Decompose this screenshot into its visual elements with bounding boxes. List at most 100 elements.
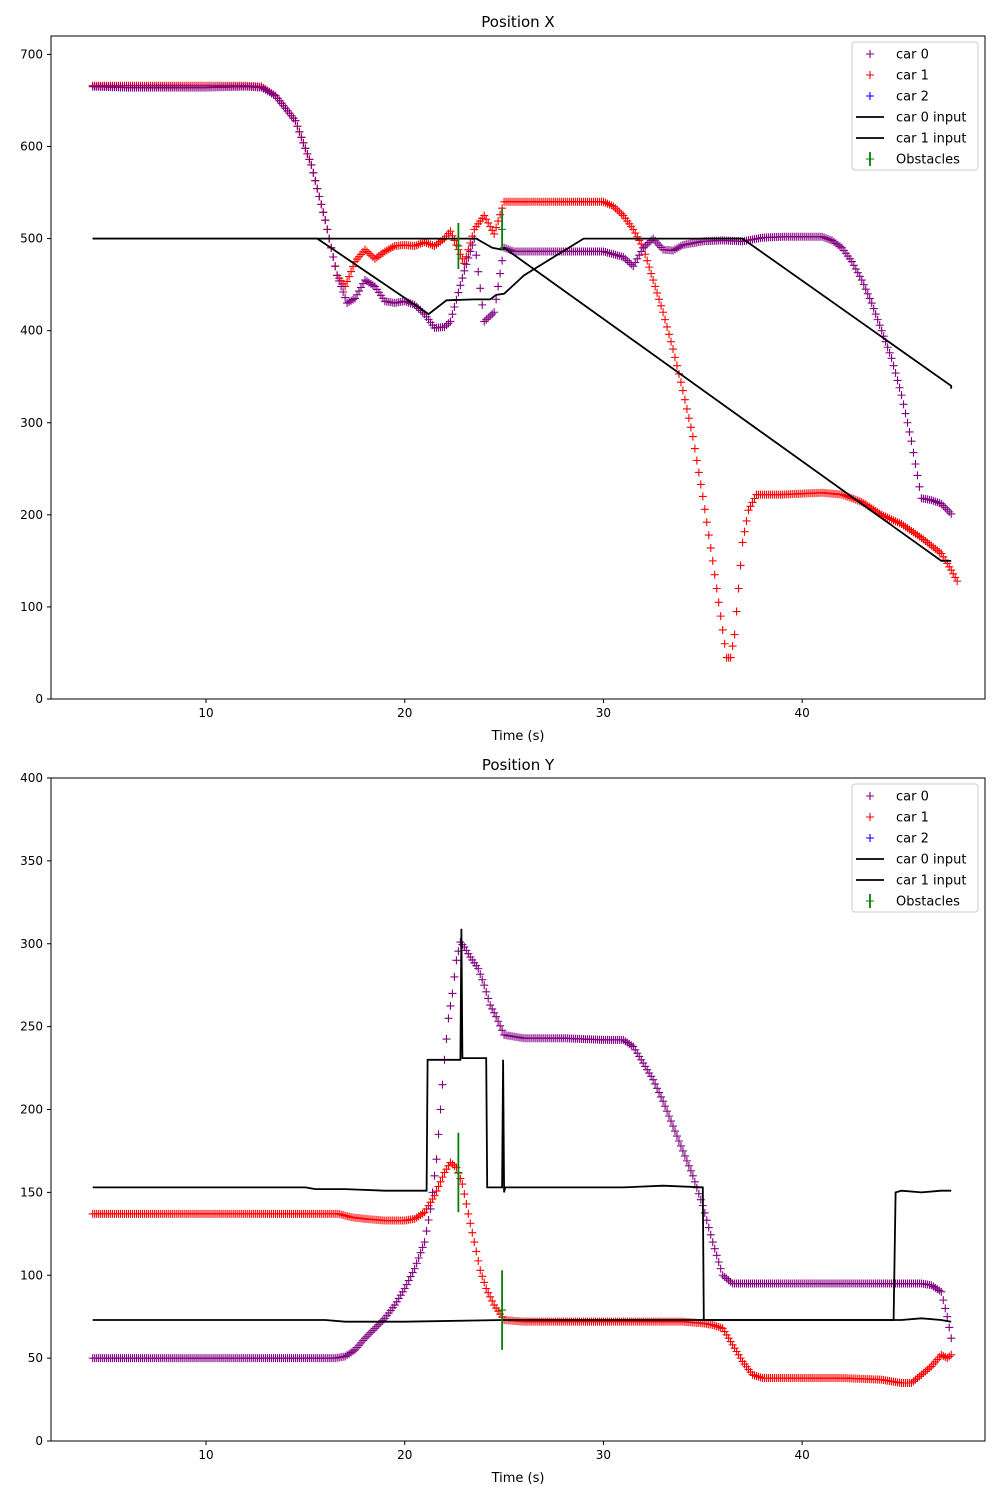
legend-label: Obstacles [896, 895, 960, 910]
obstacle-point [454, 1168, 463, 1177]
data-point [430, 1191, 439, 1200]
data-point [345, 272, 354, 281]
data-point [891, 369, 900, 378]
data-point [712, 1251, 721, 1260]
data-point [360, 1334, 369, 1343]
legend-label: car 0 input [896, 111, 966, 126]
data-point [428, 241, 437, 250]
data-point [643, 240, 652, 249]
data-point [372, 1322, 381, 1331]
data-point [474, 964, 483, 973]
data-point [881, 512, 890, 521]
data-point [945, 1323, 954, 1332]
data-point [603, 199, 612, 208]
y-tick-label: 300 [20, 416, 43, 430]
data-point [877, 326, 886, 335]
data-point [746, 502, 755, 511]
x-tick-label: 40 [795, 1448, 810, 1462]
data-point [605, 200, 614, 209]
legend-label: car 1 input [896, 874, 966, 889]
data-point [720, 1327, 729, 1336]
data-point [682, 404, 691, 413]
data-point [396, 1291, 405, 1300]
data-point [742, 516, 751, 525]
data-point [869, 304, 878, 313]
legend: car 0 car 1 car 2 car 0 input car 1 input Obs… [851, 41, 979, 171]
data-point [649, 1075, 658, 1084]
data-point [688, 432, 697, 441]
data-point [432, 1187, 441, 1196]
data-point [631, 258, 640, 267]
series-line-car-0-input [92, 237, 953, 389]
data-point [740, 527, 749, 536]
legend-label: car 1 [896, 69, 929, 84]
data-point [486, 222, 495, 231]
data-point [458, 274, 467, 283]
data-point [929, 496, 938, 505]
data-point [915, 482, 924, 491]
data-point [462, 946, 471, 955]
data-point [335, 1209, 344, 1218]
data-point [486, 1001, 495, 1010]
data-point [716, 1323, 725, 1332]
data-point [470, 1238, 479, 1247]
data-point [609, 250, 618, 259]
data-point [728, 1340, 737, 1349]
data-point [484, 994, 493, 1003]
y-tick-label: 200 [20, 508, 43, 522]
data-point [639, 243, 648, 252]
data-point [420, 1208, 429, 1217]
data-point [885, 348, 894, 357]
data-point [627, 1041, 636, 1050]
obstacle-point [498, 1306, 507, 1315]
data-point [851, 264, 860, 273]
data-point [949, 569, 958, 578]
data-point [941, 1353, 950, 1362]
data-point [414, 240, 423, 249]
data-point [341, 1211, 350, 1220]
y-tick-label: 0 [35, 1434, 43, 1448]
data-point [629, 1042, 638, 1051]
data-point [462, 252, 471, 261]
data-point [472, 1247, 481, 1256]
data-point [627, 260, 636, 269]
data-point [893, 518, 902, 527]
data-point [368, 281, 377, 290]
data-point [349, 295, 358, 304]
data-point [657, 1092, 666, 1101]
data-point [732, 1347, 741, 1356]
data-point [895, 383, 904, 392]
data-point [635, 251, 644, 260]
y-tick-label: 50 [28, 1351, 43, 1365]
data-point [752, 1372, 761, 1381]
data-point [853, 268, 862, 277]
data-point [490, 1008, 499, 1017]
data-point [430, 1171, 439, 1180]
data-point [847, 257, 856, 266]
chart-title: Position Y [482, 756, 555, 774]
data-point [913, 1374, 922, 1383]
data-point [494, 282, 503, 291]
data-point [364, 249, 373, 258]
data-point [464, 1209, 473, 1218]
data-point [349, 1347, 358, 1356]
data-point [647, 269, 656, 278]
legend-label: car 0 [896, 790, 929, 805]
y-tick-label: 300 [20, 937, 43, 951]
data-point [655, 1088, 664, 1097]
data-point [889, 516, 898, 525]
data-point [362, 247, 371, 256]
data-point [456, 281, 465, 290]
legend-label: car 2 [896, 832, 929, 847]
data-point [871, 310, 880, 319]
data-point [355, 287, 364, 296]
y-tick-label: 250 [20, 1020, 43, 1034]
chart-position-x: Position X Time (s) 10 20 30 40010020030040… [20, 13, 986, 744]
data-point [466, 239, 475, 248]
data-point [653, 1084, 662, 1093]
data-point [678, 1146, 687, 1155]
data-point [633, 1049, 642, 1058]
data-point [611, 250, 620, 259]
data-point [680, 395, 689, 404]
data-point [873, 315, 882, 324]
